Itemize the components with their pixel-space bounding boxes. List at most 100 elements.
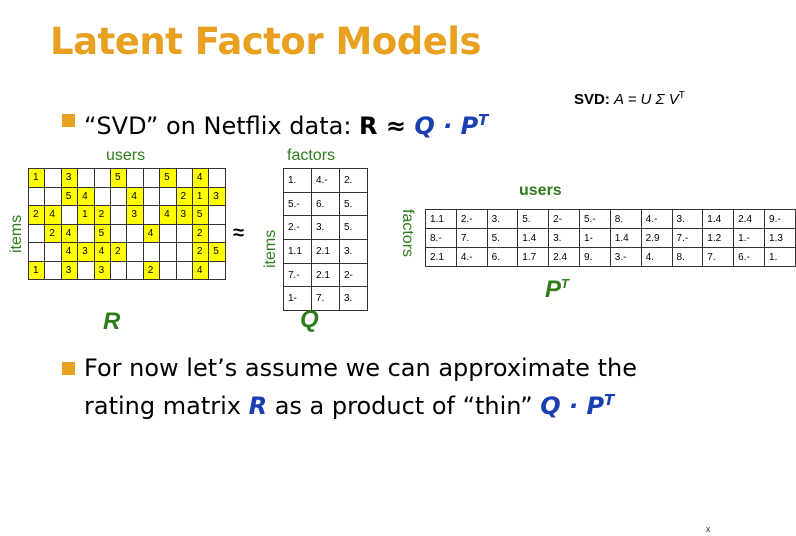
matrix-cell: 3 [175, 205, 193, 225]
matrix-cell: 3 [60, 168, 79, 188]
matrix-cell: 4 [126, 186, 144, 206]
matrix-cell: 5 [109, 168, 128, 188]
page-title: Latent Factor Models [50, 20, 482, 63]
matrix-cell: 6.- [733, 247, 766, 267]
matrix-cell: 3. [339, 239, 368, 264]
symbol-approx: ≈ [377, 112, 415, 140]
matrix-cell: 5. [517, 209, 550, 229]
matrix-cell: 1.2 [702, 228, 735, 248]
matrix-cell: 5. [339, 191, 368, 217]
pt-matrix-label: PT [545, 276, 569, 304]
bullet-svd-netflix: “SVD” on Netflix data: R ≈ Q · PT [62, 104, 582, 142]
matrix-cell: 2 [93, 205, 111, 225]
factor-matrix-pt: 1.1 2.- 3. 5. 2- 5.- 8. 4.- 3. 1.4 2.4 9.- 8.- 7. 5. 1.… [425, 209, 796, 267]
symbol-dot: · [560, 392, 587, 420]
matrix-cell [27, 242, 46, 262]
matrix-cell: 5. [486, 228, 519, 248]
matrix-cell: 1 [191, 186, 210, 206]
matrix-row: 7.- 2.1 2- [283, 262, 368, 288]
matrix-cell: 2.4 [733, 209, 766, 229]
bullet-prefix: “SVD” on Netflix data: [84, 112, 360, 140]
svd-label: SVD: [574, 91, 610, 108]
matrix-cell [159, 242, 177, 262]
matrix-cell: 4 [60, 223, 79, 243]
matrix-row: 8.- 7. 5. 1.4 3. 1- 1.4 2.9 7.- 1.2 1.- 1.3 [425, 228, 796, 248]
p-users-label: users [519, 182, 562, 199]
symbol-q: Q [414, 112, 435, 140]
matrix-cell: 3.- [609, 247, 642, 267]
svd-equation: A = U Σ V [614, 91, 679, 108]
matrix-cell [44, 242, 62, 262]
matrix-cell: 2.1 [311, 239, 340, 264]
matrix-cell [142, 205, 161, 225]
matrix-cell [159, 260, 177, 280]
matrix-cell: 2 [109, 242, 128, 262]
pt-sup: T [561, 276, 569, 291]
matrix-cell: 1.4 [702, 209, 735, 229]
matrix-cell: 1.1 [283, 239, 312, 264]
matrix-row: 2.- 3. 5. [283, 215, 368, 241]
matrix-cell: 2- [339, 262, 368, 288]
matrix-cell [175, 242, 193, 262]
svd-definition: SVD: A = U Σ VT [574, 90, 685, 108]
matrix-cell: 3 [77, 242, 95, 262]
matrix-cell: 2 [191, 223, 210, 243]
matrix-cell: 3. [671, 209, 704, 229]
matrix-cell: 4 [44, 205, 62, 225]
matrix-cell [142, 168, 161, 188]
matrix-cell [126, 242, 144, 262]
matrix-cell: 1.7 [517, 247, 550, 267]
matrix-cell: 2.1 [311, 262, 340, 288]
matrix-cell [60, 205, 79, 225]
matrix-cell: 4.- [640, 209, 673, 229]
matrix-cell: 2.9 [640, 228, 673, 248]
matrix-cell [109, 205, 128, 225]
r-matrix-label: R [103, 308, 121, 335]
q-matrix-label: Q [300, 306, 319, 333]
matrix-cell: 7.- [671, 228, 704, 248]
line2-pre: rating matrix [84, 392, 249, 420]
matrix-cell: 4. [640, 247, 673, 267]
matrix-cell: 5 [60, 186, 79, 206]
matrix-cell: 5.- [283, 191, 312, 217]
bullet-approximation: For now let’s assume we can approximate … [62, 352, 742, 422]
matrix-cell: 4.- [455, 247, 488, 267]
matrix-cell: 2 [27, 205, 46, 225]
matrix-cell: 7. [455, 228, 488, 248]
matrix-cell: 2 [175, 186, 193, 206]
factor-matrix-q: 1. 4.- 2. 5.- 6. 5. 2.- 3. 5. 1.1 2.1 3. 7.- 2.1 2- 1- 7… [283, 168, 368, 312]
matrix-cell: 8. [671, 247, 704, 267]
matrix-cell: 4 [142, 223, 161, 243]
matrix-cell: 6. [311, 191, 340, 217]
matrix-cell: 1- [579, 228, 611, 248]
bullet-line-2: rating matrix R as a product of “thin” Q… [84, 384, 742, 422]
matrix-cell: 4.- [311, 168, 340, 193]
matrix-cell: 4 [191, 168, 210, 188]
matrix-cell [208, 260, 226, 280]
matrix-cell [126, 260, 144, 280]
r-users-label: users [106, 147, 146, 164]
matrix-cell: 1 [27, 168, 46, 188]
matrix-cell: 5. [339, 215, 368, 241]
matrix-cell [93, 186, 111, 206]
matrix-cell [208, 205, 226, 225]
matrix-row: 2.1 4.- 6. 1.7 2.4 9. 3.- 4. 8. 7. 6.- 1. [425, 247, 796, 267]
bullet-text: “SVD” on Netflix data: R ≈ Q · PT [84, 104, 582, 142]
p-factors-label: factors [399, 209, 416, 258]
matrix-cell [109, 260, 128, 280]
matrix-row: 1.1 2.- 3. 5. 2- 5.- 8. 4.- 3. 1.4 2.4 9.- [425, 209, 796, 229]
symbol-p: P [460, 112, 479, 140]
matrix-cell [142, 186, 161, 206]
matrix-cell [159, 186, 177, 206]
matrix-row: 5.- 6. 5. [283, 191, 368, 217]
matrix-cell: 2 [191, 242, 210, 262]
symbol-q: Q [540, 392, 561, 420]
matrix-cell: 1.4 [517, 228, 550, 248]
r-items-label: items [8, 214, 25, 253]
matrix-cell: 5 [159, 168, 177, 188]
